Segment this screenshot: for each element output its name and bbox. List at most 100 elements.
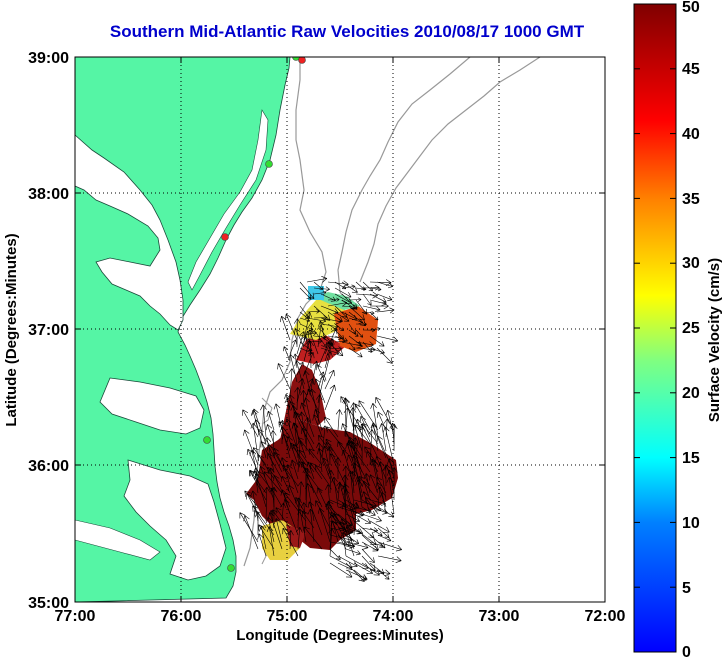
- velocity-arrow: [345, 513, 360, 522]
- velocity-arrow: [249, 470, 267, 501]
- velocity-arrow: [287, 530, 294, 550]
- velocity-arrow: [362, 293, 372, 306]
- velocity-arrow: [313, 286, 330, 292]
- velocity-arrow: [263, 486, 271, 522]
- velocity-arrow: [348, 347, 363, 358]
- velocity-arrow: [299, 317, 311, 323]
- velocity-arrow: [306, 309, 320, 314]
- velocity-arrow: [358, 400, 379, 431]
- colorbar-tick-label: 10: [682, 515, 700, 532]
- velocity-arrow: [268, 512, 283, 550]
- velocity-arrow: [305, 474, 323, 508]
- velocity-arrow: [362, 310, 375, 315]
- velocity-vectors: [239, 276, 403, 582]
- velocity-arrow: [301, 427, 315, 452]
- station-marker: [227, 564, 235, 572]
- delmarva-coast-water: [187, 109, 269, 291]
- velocity-arrow: [252, 505, 275, 536]
- velocity-arrow: [308, 448, 323, 466]
- velocity-arrow: [300, 390, 307, 411]
- velocity-arrow: [249, 449, 259, 480]
- velocity-arrow: [320, 305, 339, 315]
- velocity-arrow: [275, 507, 291, 529]
- velocity-arrow: [243, 515, 259, 550]
- velocity-arrow: [329, 548, 341, 560]
- velocity-arrow: [355, 322, 367, 327]
- velocity-arrow: [313, 290, 327, 295]
- velocity-arrow: [288, 368, 295, 397]
- velocity-arrow: [334, 311, 350, 322]
- velocity-arrow: [246, 448, 259, 473]
- velocity-arrow: [324, 351, 333, 376]
- velocity-arrow: [386, 476, 395, 515]
- bathymetry-contour: [359, 57, 541, 283]
- velocity-arrow: [296, 335, 308, 362]
- velocity-arrow: [243, 429, 259, 466]
- map-title: Southern Mid-Atlantic Raw Velocities 201…: [109, 22, 585, 41]
- velocity-arrow: [265, 517, 275, 543]
- velocity-arrow: [284, 393, 291, 411]
- velocity-arrow: [307, 501, 323, 536]
- velocity-arrow: [340, 531, 348, 557]
- velocity-arrow: [299, 287, 312, 300]
- velocity-arrow: [350, 441, 363, 480]
- velocity-arrow: [355, 329, 364, 338]
- velocity-arrow: [274, 452, 291, 480]
- velocity-arrow: [314, 378, 326, 404]
- velocity-arrow: [267, 444, 283, 473]
- velocity-arrow: [299, 323, 314, 331]
- velocity-arrow: [306, 338, 323, 344]
- velocity-arrow: [376, 335, 399, 344]
- velocity-arrow: [299, 347, 313, 355]
- velocity-arrow: [320, 317, 342, 325]
- velocity-arrow: [345, 499, 359, 509]
- velocity-arrow: [390, 423, 398, 452]
- velocity-patch: [280, 364, 326, 440]
- velocity-arrow: [368, 429, 376, 466]
- velocity-arrow: [266, 410, 275, 431]
- velocity-arrow: [270, 486, 278, 522]
- velocity-arrow: [317, 374, 327, 404]
- velocity-arrow: [253, 419, 267, 459]
- colorbar-ticks: [634, 3, 676, 653]
- velocity-arrow: [348, 341, 356, 351]
- velocity-arrow: [377, 569, 390, 580]
- velocity-arrow: [310, 360, 319, 390]
- velocity-arrow: [376, 347, 393, 364]
- colorbar-tick-label: 5: [682, 580, 691, 597]
- velocity-arrow: [350, 402, 358, 438]
- velocity-arrow: [353, 569, 367, 581]
- velocity-arrow: [254, 473, 267, 508]
- velocity-arrow: [369, 335, 385, 347]
- velocity-arrow: [258, 524, 275, 550]
- velocity-arrow: [288, 394, 298, 418]
- velocity-arrow: [322, 445, 331, 473]
- velocity-arrow: [362, 305, 381, 312]
- velocity-arrow: [303, 378, 315, 404]
- velocity-arrow: [259, 465, 275, 501]
- velocity-arrow: [382, 426, 395, 466]
- y-axis-label: Latitude (Degrees:Minutes): [3, 233, 20, 426]
- velocity-arrow: [306, 276, 328, 283]
- velocity-arrow: [316, 442, 323, 473]
- colorbar-label: Surface Velocity (cm/s): [706, 258, 723, 422]
- velocity-arrow: [343, 489, 355, 522]
- velocity-arrow: [345, 541, 369, 550]
- velocity-arrow: [314, 500, 331, 529]
- velocity-arrow: [266, 526, 275, 557]
- velocity-arrow: [252, 408, 267, 445]
- colorbar: [633, 3, 677, 653]
- colorbar-tick-label: 30: [682, 255, 700, 272]
- velocity-arrow: [257, 533, 267, 557]
- velocity-arrow: [303, 397, 312, 425]
- velocity-arrow: [315, 364, 326, 383]
- x-axis-label: Longitude (Degrees:Minutes): [236, 627, 444, 644]
- colorbar-tick-label: 0: [682, 644, 691, 659]
- velocity-arrow: [334, 457, 342, 480]
- station-markers: [203, 57, 306, 572]
- velocity-arrow: [345, 548, 361, 556]
- velocity-arrow: [278, 420, 286, 445]
- velocity-arrow: [345, 534, 360, 545]
- velocity-arrow: [341, 284, 356, 290]
- velocity-arrow: [292, 444, 307, 473]
